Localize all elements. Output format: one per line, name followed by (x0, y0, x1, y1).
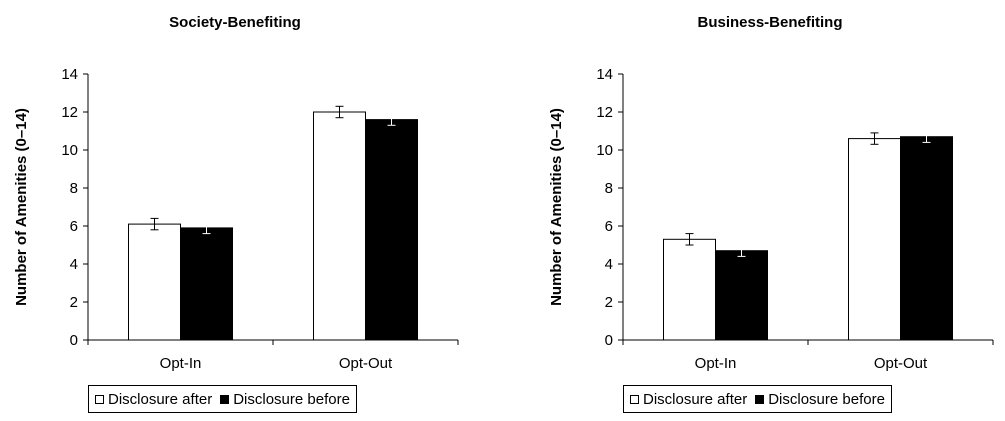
y-tick-label: 0 (605, 332, 613, 349)
y-tick-label: 8 (70, 180, 78, 197)
legend-item-disclosure-after: Disclosure after (95, 391, 212, 408)
chart-business-benefiting: 0 2 4 6 8 10 12 14 Number of Amenities (0–14) Opt… (548, 66, 994, 372)
chart-title: Business-Benefiting (697, 14, 843, 31)
chart-title: Society-Benefiting (169, 14, 301, 31)
bar-disclosure-before (180, 227, 233, 341)
chart-society-benefiting: 0 2 4 6 8 10 12 14 Number of Amenities (0–14) Opt… (13, 66, 459, 372)
legend-item-disclosure-before: Disclosure before (755, 391, 885, 408)
chart-panel-society: Society-Benefiting 0 2 4 6 8 10 12 14 Number of … (0, 0, 470, 421)
x-tick-label: Opt-In (160, 355, 202, 372)
legend-swatch-filled (220, 394, 230, 404)
legend-swatch-open (95, 394, 104, 404)
y-tick-label: 10 (61, 142, 78, 159)
x-tick-label: Opt-Out (874, 355, 928, 372)
bar-disclosure-before (715, 250, 768, 341)
legend-item-disclosure-after: Disclosure after (630, 391, 747, 408)
legend-swatch-filled (755, 394, 765, 404)
y-tick-label: 14 (61, 66, 78, 83)
legend-label: Disclosure before (768, 390, 885, 408)
y-tick-label: 8 (605, 180, 613, 197)
bar-disclosure-after (848, 138, 901, 341)
bar-disclosure-after (663, 238, 716, 341)
y-tick-label: 4 (605, 256, 613, 273)
y-tick-label: 2 (70, 294, 78, 311)
chart-legend: Disclosure after Disclosure before (88, 385, 357, 413)
bar-disclosure-after (313, 111, 366, 341)
y-tick-label: 12 (596, 104, 613, 121)
y-axis-label: Number of Amenities (0–14) (13, 108, 30, 306)
y-tick-label: 6 (70, 218, 78, 235)
legend-label: Disclosure after (108, 390, 213, 408)
bar-disclosure-before (900, 136, 953, 341)
bar-disclosure-before (365, 119, 418, 341)
legend-label: Disclosure before (233, 390, 350, 408)
y-tick-label: 4 (70, 256, 78, 273)
y-tick-label: 10 (596, 142, 613, 159)
x-tick-label: Opt-In (695, 355, 737, 372)
y-tick-label: 14 (596, 66, 613, 83)
legend-swatch-open (630, 394, 639, 404)
x-tick-label: Opt-Out (339, 355, 393, 372)
y-tick-label: 12 (61, 104, 78, 121)
y-tick-label: 0 (70, 332, 78, 349)
y-tick-label: 6 (605, 218, 613, 235)
legend-item-disclosure-before: Disclosure before (220, 391, 350, 408)
bar-disclosure-after (128, 223, 181, 341)
chart-legend: Disclosure after Disclosure before (623, 385, 892, 413)
y-tick-label: 2 (605, 294, 613, 311)
chart-panel-business: Business-Benefiting 0 2 4 6 8 10 12 14 Number of… (535, 0, 1005, 421)
legend-label: Disclosure after (643, 390, 748, 408)
y-axis-label: Number of Amenities (0–14) (548, 108, 565, 306)
